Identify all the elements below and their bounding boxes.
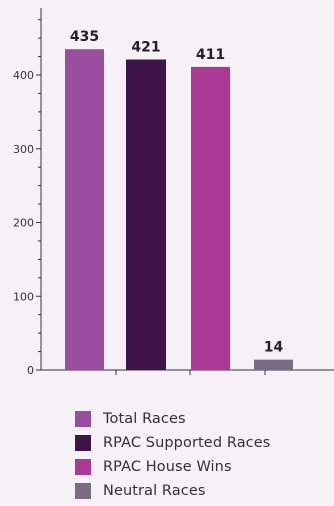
y-tick-label: 300 [13,143,34,156]
legend-swatch [75,434,91,451]
bar-chart: 0 100 200 300 400 435 421 411 14 [13,8,334,377]
legend-item-rpac-house-wins: RPAC House Wins [75,457,270,476]
bar-rpac-house-wins [191,66,230,370]
y-tick-label: 400 [13,69,34,82]
legend: Total Races RPAC Supported Races RPAC Ho… [75,409,270,500]
bar-neutral-races [254,359,293,370]
legend-swatch [75,482,91,499]
legend-swatch [75,458,91,475]
legend-label: RPAC Supported Races [103,434,271,451]
data-label: 435 [70,29,99,45]
data-labels: 435 421 411 14 [70,29,284,355]
bar-rpac-supported-races [126,59,166,370]
legend-label: Neutral Races [103,482,206,499]
axes: 0 100 200 300 400 [13,8,334,377]
legend-label: RPAC House Wins [103,458,232,475]
y-tick-label: 100 [13,290,34,303]
legend-swatch [75,410,91,427]
legend-item-neutral-races: Neutral Races [75,481,270,500]
bar-total-races [65,49,104,370]
data-label: 421 [131,40,160,56]
legend-item-total-races: Total Races [75,409,270,428]
legend-item-rpac-supported-races: RPAC Supported Races [75,433,270,452]
legend-label: Total Races [103,410,186,427]
y-tick-label: 200 [13,217,34,230]
bars [65,49,293,370]
data-label: 14 [264,340,284,356]
y-tick-label: 0 [27,364,34,377]
data-label: 411 [196,47,225,63]
